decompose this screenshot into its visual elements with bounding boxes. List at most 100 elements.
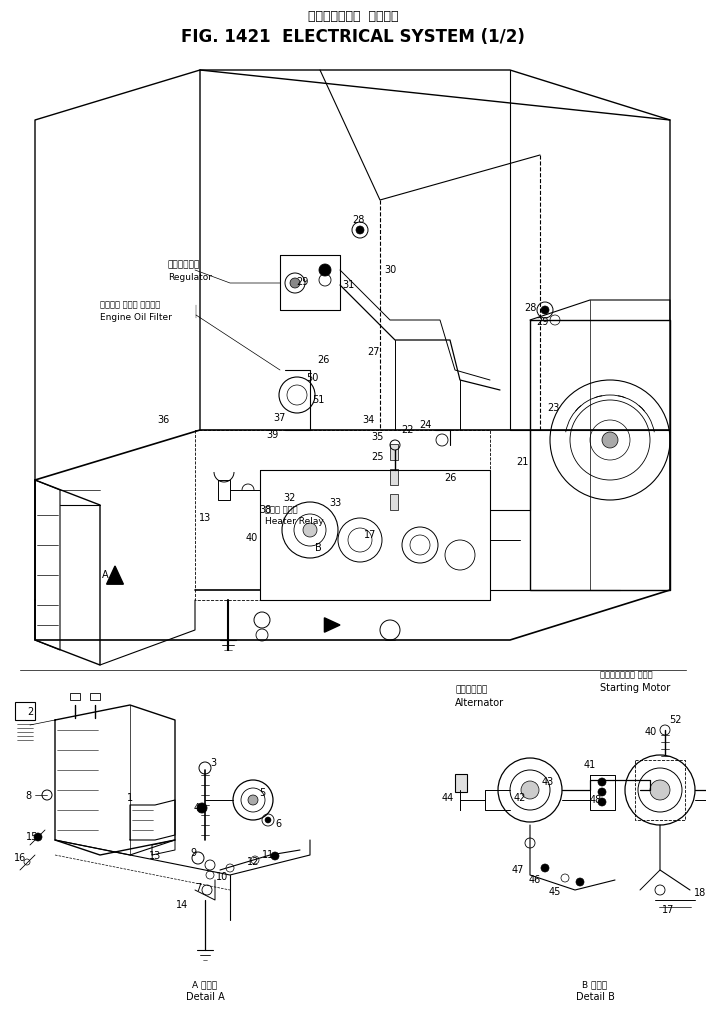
Bar [90, 693, 100, 700]
Text: Alternator: Alternator [455, 698, 504, 708]
Text: B: B [315, 543, 321, 553]
Text: B 詳細図: B 詳細図 [582, 980, 608, 990]
Text: 16: 16 [14, 853, 26, 863]
Text: 29: 29 [296, 277, 309, 287]
Circle shape [265, 817, 271, 823]
Text: 36: 36 [157, 415, 169, 425]
Circle shape [598, 798, 606, 806]
Text: 21: 21 [516, 457, 528, 467]
Text: 8: 8 [25, 791, 31, 801]
Bar [15, 702, 35, 720]
Bar [70, 693, 80, 700]
Circle shape [290, 278, 300, 288]
Text: 44: 44 [442, 793, 454, 803]
Text: 46: 46 [529, 875, 541, 885]
Text: 52: 52 [669, 715, 681, 725]
Text: Heater Relay: Heater Relay [265, 518, 324, 527]
Text: FIG. 1421  ELECTRICAL SYSTEM (1/2): FIG. 1421 ELECTRICAL SYSTEM (1/2) [181, 28, 525, 46]
Polygon shape [324, 617, 340, 633]
Text: 43: 43 [542, 777, 554, 787]
Text: 51: 51 [312, 395, 324, 405]
Circle shape [319, 264, 331, 276]
Text: 41: 41 [584, 760, 596, 770]
Bar [390, 494, 398, 510]
Text: 33: 33 [329, 498, 341, 508]
Circle shape [197, 803, 207, 813]
Text: 40: 40 [645, 727, 657, 737]
Circle shape [541, 306, 549, 314]
Text: 14: 14 [176, 900, 188, 910]
Bar [455, 774, 467, 792]
Text: 39: 39 [266, 430, 278, 440]
Text: 26: 26 [444, 473, 456, 483]
Text: 28: 28 [524, 303, 536, 313]
Text: 29: 29 [536, 317, 548, 327]
Text: 31: 31 [342, 280, 354, 290]
Text: 18: 18 [694, 888, 706, 898]
Text: 24: 24 [419, 420, 431, 430]
Text: 2: 2 [27, 707, 33, 717]
Text: 48: 48 [590, 795, 602, 805]
Text: 30: 30 [384, 265, 396, 275]
Text: 4: 4 [194, 803, 200, 813]
Bar [390, 469, 398, 485]
Text: A: A [102, 570, 108, 580]
Text: スターティング モータ: スターティング モータ [600, 670, 652, 679]
Text: 32: 32 [284, 493, 297, 503]
Text: 25: 25 [372, 452, 384, 462]
Circle shape [602, 432, 618, 448]
Circle shape [650, 780, 670, 800]
Text: 37: 37 [274, 413, 286, 423]
Circle shape [541, 864, 549, 872]
Polygon shape [107, 566, 124, 584]
Text: オルタネータ: オルタネータ [455, 685, 487, 695]
Text: 3: 3 [210, 758, 216, 768]
Text: 26: 26 [317, 355, 329, 365]
Text: 38: 38 [259, 505, 271, 515]
Text: 45: 45 [549, 887, 561, 897]
Circle shape [356, 226, 364, 234]
Circle shape [303, 523, 317, 537]
Circle shape [598, 788, 606, 796]
Text: 35: 35 [372, 432, 384, 442]
Circle shape [521, 781, 539, 799]
Text: 42: 42 [514, 793, 526, 803]
Text: 9: 9 [190, 848, 196, 858]
Text: 15: 15 [26, 832, 38, 842]
Text: 13: 13 [149, 851, 161, 861]
Text: エンジン オイル フィルタ: エンジン オイル フィルタ [100, 300, 160, 309]
Text: 50: 50 [306, 373, 318, 383]
Text: 17: 17 [364, 530, 376, 540]
Text: 17: 17 [662, 905, 674, 915]
Text: 7: 7 [195, 883, 201, 893]
Text: 34: 34 [362, 415, 374, 425]
Text: 27: 27 [366, 347, 379, 357]
Circle shape [34, 833, 42, 841]
Text: 22: 22 [402, 425, 414, 435]
Text: 23: 23 [547, 403, 559, 413]
Text: Engine Oil Filter: Engine Oil Filter [100, 313, 172, 322]
Text: A 詳細図: A 詳細図 [193, 980, 217, 990]
Text: Regulator: Regulator [168, 274, 212, 283]
Text: 12: 12 [247, 857, 259, 868]
Text: 13: 13 [199, 513, 211, 523]
Circle shape [271, 852, 279, 860]
Text: 47: 47 [512, 865, 524, 875]
Text: ヒータ リレー: ヒータ リレー [265, 505, 298, 515]
Text: 40: 40 [246, 533, 258, 543]
Text: 10: 10 [216, 872, 228, 882]
Circle shape [598, 778, 606, 786]
Text: 5: 5 [259, 788, 265, 798]
Text: Starting Motor: Starting Motor [600, 683, 670, 693]
Text: レギュレータ: レギュレータ [168, 260, 201, 270]
Text: Detail A: Detail A [186, 992, 225, 1002]
Circle shape [248, 795, 258, 805]
Text: 11: 11 [262, 850, 274, 860]
Text: エレクトリカル  システム: エレクトリカル システム [308, 10, 398, 23]
Text: 28: 28 [352, 215, 364, 225]
Bar [390, 444, 398, 460]
Text: 1: 1 [127, 793, 133, 803]
Circle shape [576, 878, 584, 886]
Text: Detail B: Detail B [575, 992, 614, 1002]
Text: 6: 6 [275, 819, 281, 829]
